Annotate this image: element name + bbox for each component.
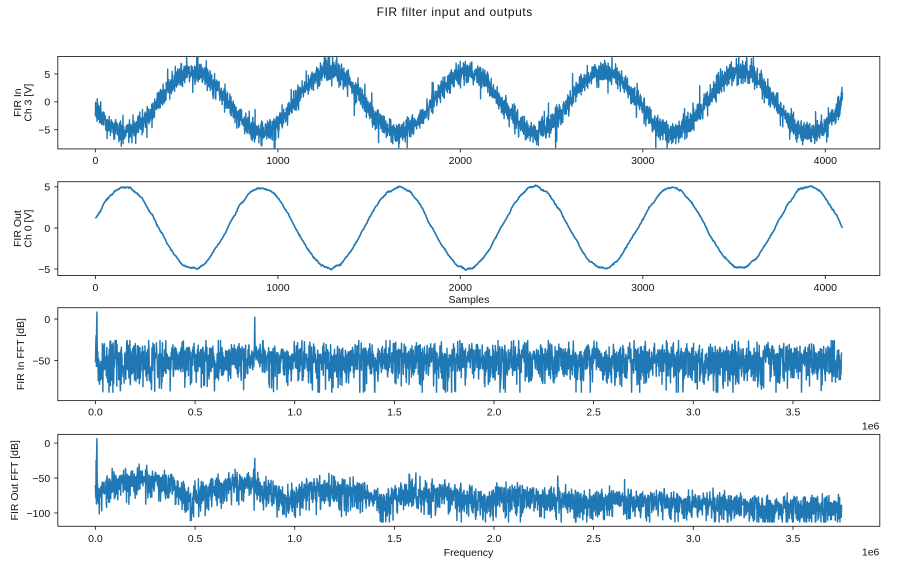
svg-text:5: 5 bbox=[44, 182, 50, 194]
svg-text:0: 0 bbox=[44, 314, 50, 326]
svg-text:0.5: 0.5 bbox=[188, 407, 203, 419]
svg-text:FIR In: FIR In bbox=[12, 88, 24, 117]
svg-text:0: 0 bbox=[44, 97, 50, 109]
svg-text:FIR Out FFT [dB]: FIR Out FFT [dB] bbox=[9, 440, 21, 520]
svg-text:1.0: 1.0 bbox=[287, 533, 302, 545]
svg-text:1.0: 1.0 bbox=[287, 407, 302, 419]
svg-text:0: 0 bbox=[92, 282, 98, 294]
svg-text:3000: 3000 bbox=[631, 155, 655, 167]
svg-text:2000: 2000 bbox=[449, 155, 473, 167]
svg-text:1000: 1000 bbox=[266, 282, 290, 294]
svg-text:−100: −100 bbox=[27, 508, 51, 520]
svg-text:3.0: 3.0 bbox=[686, 407, 701, 419]
svg-text:4000: 4000 bbox=[814, 282, 838, 294]
svg-text:3.5: 3.5 bbox=[786, 407, 801, 419]
svg-text:0.5: 0.5 bbox=[188, 533, 203, 545]
svg-text:Ch 0 [V]: Ch 0 [V] bbox=[22, 210, 34, 248]
svg-text:0: 0 bbox=[92, 155, 98, 167]
svg-text:FIR In FFT [dB]: FIR In FFT [dB] bbox=[15, 318, 27, 390]
svg-text:4000: 4000 bbox=[814, 155, 838, 167]
svg-text:1e6: 1e6 bbox=[862, 420, 880, 432]
svg-text:2.0: 2.0 bbox=[487, 407, 502, 419]
svg-text:Ch 3 [V]: Ch 3 [V] bbox=[22, 84, 34, 122]
svg-text:2000: 2000 bbox=[449, 282, 473, 294]
svg-text:1.5: 1.5 bbox=[387, 407, 402, 419]
svg-text:−50: −50 bbox=[32, 356, 50, 368]
svg-text:−50: −50 bbox=[32, 473, 50, 485]
svg-text:3.5: 3.5 bbox=[786, 533, 801, 545]
svg-text:−5: −5 bbox=[38, 125, 50, 137]
svg-text:1.5: 1.5 bbox=[387, 533, 402, 545]
svg-text:0: 0 bbox=[44, 438, 50, 450]
svg-text:FIR filter input and outputs: FIR filter input and outputs bbox=[377, 5, 533, 19]
svg-text:0: 0 bbox=[44, 223, 50, 235]
svg-text:Samples: Samples bbox=[448, 294, 489, 306]
svg-text:0.0: 0.0 bbox=[88, 533, 103, 545]
svg-text:0.0: 0.0 bbox=[88, 407, 103, 419]
svg-text:2.5: 2.5 bbox=[586, 533, 601, 545]
svg-text:2.0: 2.0 bbox=[487, 533, 502, 545]
svg-text:1e6: 1e6 bbox=[862, 547, 880, 559]
svg-text:2.5: 2.5 bbox=[586, 407, 601, 419]
svg-text:Frequency: Frequency bbox=[444, 547, 494, 559]
svg-text:3000: 3000 bbox=[631, 282, 655, 294]
svg-text:−5: −5 bbox=[38, 264, 50, 276]
svg-text:1000: 1000 bbox=[266, 155, 290, 167]
svg-text:5: 5 bbox=[44, 69, 50, 81]
svg-text:FIR Out: FIR Out bbox=[12, 210, 24, 247]
svg-text:3.0: 3.0 bbox=[686, 533, 701, 545]
